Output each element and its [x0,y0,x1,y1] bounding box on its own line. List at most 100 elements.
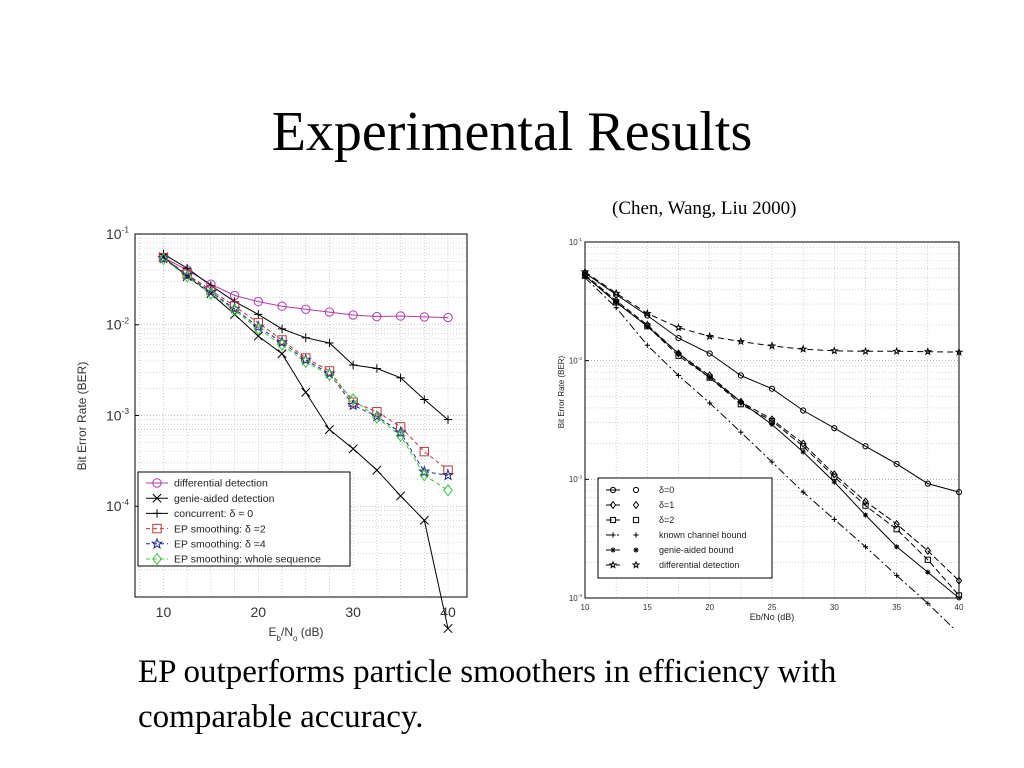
data-point-5 [611,288,621,298]
data-point-3 [644,342,650,348]
legend-marker-icon [608,560,618,569]
data-point-5 [736,336,746,346]
citation: (Chen, Wang, Liu 2000) [612,198,797,219]
data-point-5 [830,346,839,355]
x-tick-label: 30 [830,603,839,612]
data-point-0 [737,372,744,379]
data-point-4 [181,268,194,281]
legend-entry-label: differential detection [659,560,739,570]
data-point-0 [348,310,358,320]
data-point-1 [396,491,406,501]
y-tick-label: 10-1 [569,237,583,247]
data-point-4 [323,367,336,379]
legend-entry-label: EP smoothing: δ =4 [174,538,266,550]
data-point-2 [277,324,287,334]
x-tick-label: 10 [581,603,590,612]
data-point-5 [206,287,216,300]
data-point-4 [644,323,650,329]
data-point-4 [299,353,312,366]
legend-entry-label: EP smoothing: δ =2 [174,523,266,535]
data-point-5 [300,355,311,369]
data-point-4 [370,409,384,422]
data-point-2 [924,556,931,563]
data-point-3 [348,397,358,407]
data-point-0 [893,460,900,467]
data-point-5 [277,338,287,352]
slide-caption: EP outperforms particle smoothers in eff… [138,654,837,735]
data-point-3 [443,465,453,475]
y-tick-label: 10-2 [106,315,129,332]
legend-marker-icon [152,552,162,566]
legend-marker-icon [609,486,617,494]
data-point-5 [395,429,406,442]
data-point-3 [675,372,682,379]
data-point-4 [894,544,900,550]
data-point-3 [800,489,806,495]
data-point-4 [441,468,455,481]
slide-title: Experimental Results [271,101,753,163]
data-point-5 [767,341,777,350]
legend-entry-label: genie-aided detection [174,493,275,505]
x-tick-label: 15 [643,603,652,612]
data-point-3 [253,318,264,328]
legend-marker-icon [610,547,616,553]
data-point-0 [831,425,838,432]
data-point-2 [348,360,358,370]
y-axis-label: Bit Error Rate (BER) [75,362,89,471]
legend-marker-icon [632,516,640,524]
data-point-3 [894,572,900,579]
x-axis-label: Eb/No (dB) [269,625,324,643]
x-tick-labels: 10 20 30 40 [156,604,456,620]
data-point-4 [738,399,744,405]
legend-marker-icon [152,478,162,488]
legend-marker-icon [152,509,162,518]
data-point-4 [675,350,682,357]
data-point-0 [706,350,713,357]
data-point-5 [923,347,933,356]
data-point-3 [862,544,869,550]
y-tick-label: 10-3 [106,406,129,423]
y-axis-label: Bit Error Rate (BER) [557,355,566,428]
y-tick-label: 10-1 [106,225,129,242]
legend-marker-icon [609,500,617,510]
y-tick-labels: 10-1 10-2 10-3 10-4 [106,225,139,514]
data-point-4 [862,512,869,518]
legend-marker-icon [152,493,162,503]
data-point-5 [372,411,382,424]
data-point-5 [798,344,808,353]
data-point-4 [275,335,289,348]
y-tick-labels: 10-1 10-2 10-3 10-4 [569,237,589,603]
data-point-2 [396,373,405,383]
data-point-2 [893,526,900,533]
legend-entry-label: δ=2 [659,515,674,525]
data-point-3 [395,422,406,432]
data-point-4 [800,449,806,455]
legend-entry-label: δ=0 [659,485,674,495]
y-tick-label: 10-4 [106,497,129,514]
data-point-1 [348,444,358,454]
data-point-4 [613,299,619,305]
legend-marker-icon [152,523,162,534]
data-point-2 [254,310,263,319]
data-point-2 [372,364,382,373]
data-point-3 [925,600,931,607]
x-tick-labels: 10 15 20 25 30 35 40 [581,603,964,612]
data-point-5 [158,252,169,266]
data-point-4 [831,479,837,485]
data-point-4 [228,302,241,314]
series-line-0 [584,272,960,493]
x-tick-label: 35 [892,603,901,612]
data-point-4 [925,569,931,575]
data-point-5 [643,308,652,318]
data-point-0 [800,407,807,414]
data-point-4 [204,285,218,298]
data-point-3 [738,429,744,435]
data-point-5 [419,468,430,482]
series-markers [157,249,455,634]
legend-entry-label: concurrent: δ = 0 [174,508,253,520]
data-point-2 [800,443,807,450]
legend-marker-icon [610,532,616,538]
data-point-1 [831,470,838,479]
plot-frame [584,241,960,599]
data-point-1 [862,497,869,506]
